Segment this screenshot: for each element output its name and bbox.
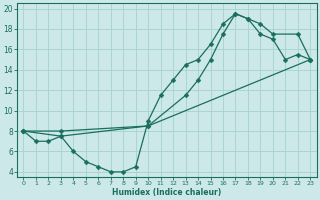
X-axis label: Humidex (Indice chaleur): Humidex (Indice chaleur): [112, 188, 221, 197]
